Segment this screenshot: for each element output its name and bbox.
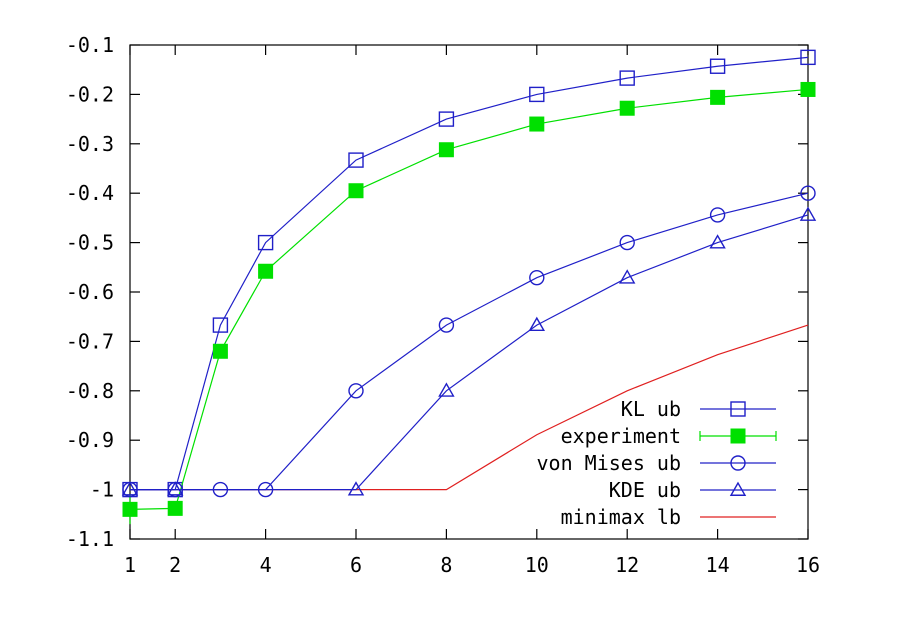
series-kde-ub — [121, 206, 817, 496]
axis-ticks: 1 2 4 6 8 10 12 14 16-1.1-1-0.9-0.8-0.7-0.6-0.5-… — [66, 33, 820, 577]
x-tick-label: 1 — [124, 553, 136, 577]
plot-frame — [129, 44, 809, 540]
data-point — [619, 234, 635, 251]
data-point — [800, 185, 816, 201]
data-point — [709, 207, 726, 223]
series-experiment — [122, 81, 816, 525]
data-point — [438, 382, 455, 397]
data-point — [800, 81, 816, 97]
data-point — [618, 269, 636, 284]
series-minimax-lb — [130, 324, 809, 491]
data-point — [167, 500, 183, 516]
legend-marker — [730, 401, 746, 417]
y-tick-label: -0.4 — [66, 181, 114, 205]
data-point — [709, 234, 726, 249]
y-tick-label: -0.5 — [66, 231, 114, 255]
legend-marker — [730, 455, 746, 471]
data-point — [438, 317, 455, 333]
data-point — [212, 343, 228, 359]
x-tick-label: 8 — [440, 553, 452, 577]
y-tick-label: -0.8 — [66, 379, 114, 403]
y-tick-label: -0.7 — [66, 329, 114, 353]
y-tick-label: -1.1 — [66, 527, 114, 551]
legend-entry: KL ub — [621, 397, 776, 421]
data-point — [528, 316, 546, 332]
data-point — [709, 58, 726, 74]
series-line — [130, 56, 809, 491]
series-line — [130, 192, 809, 491]
x-tick-label: 10 — [525, 553, 549, 577]
y-tick-label: -0.2 — [66, 82, 114, 106]
x-tick-label: 14 — [706, 553, 730, 577]
series-line — [130, 214, 809, 491]
legend-entry: von Mises ub — [537, 451, 776, 475]
x-tick-label: 2 — [169, 553, 181, 577]
data-point — [438, 111, 455, 127]
legend-label: KL ub — [621, 397, 681, 421]
data-point — [122, 501, 138, 517]
y-tick-label: -0.9 — [66, 428, 114, 452]
legend-label: von Mises ub — [537, 451, 682, 475]
data-point — [619, 70, 635, 86]
data-point — [166, 481, 184, 496]
y-tick-label: -0.6 — [66, 280, 114, 304]
series-von-mises-ub — [122, 185, 816, 498]
series-kl-ub — [122, 49, 816, 498]
data-point — [212, 317, 229, 333]
x-tick-label: 6 — [350, 553, 362, 577]
data-point — [710, 89, 726, 105]
series-lines — [121, 49, 817, 525]
data-point — [347, 481, 365, 496]
x-tick-label: 12 — [615, 553, 639, 577]
series-line — [129, 88, 809, 510]
data-point — [258, 263, 274, 279]
y-tick-label: -1 — [90, 478, 114, 502]
legend-label: KDE ub — [609, 478, 681, 502]
data-point — [121, 481, 139, 496]
legend-entry: minimax lb — [561, 505, 776, 529]
data-point — [529, 269, 545, 286]
data-point — [529, 86, 545, 103]
y-tick-label: -0.3 — [66, 132, 114, 156]
data-point — [529, 116, 545, 132]
data-point — [348, 183, 364, 199]
legend-marker — [730, 428, 746, 444]
series-line — [130, 324, 809, 491]
data-point — [800, 49, 816, 66]
legend-label: minimax lb — [561, 505, 681, 529]
legend: KL ub experiment von Mises ub KDE ub minimax… — [537, 397, 777, 529]
data-point — [348, 152, 364, 168]
data-point — [257, 234, 274, 251]
data-point — [348, 383, 364, 399]
x-tick-label: 4 — [260, 553, 272, 577]
legend-marker — [729, 481, 747, 496]
y-tick-label: -0.1 — [66, 33, 114, 57]
data-point — [619, 100, 635, 116]
legend-entry: experiment — [561, 424, 777, 448]
data-point — [799, 206, 817, 221]
legend-entry: KDE ub — [609, 478, 776, 502]
x-tick-label: 16 — [796, 553, 820, 577]
legend-label: experiment — [561, 424, 681, 448]
data-point — [438, 142, 454, 158]
